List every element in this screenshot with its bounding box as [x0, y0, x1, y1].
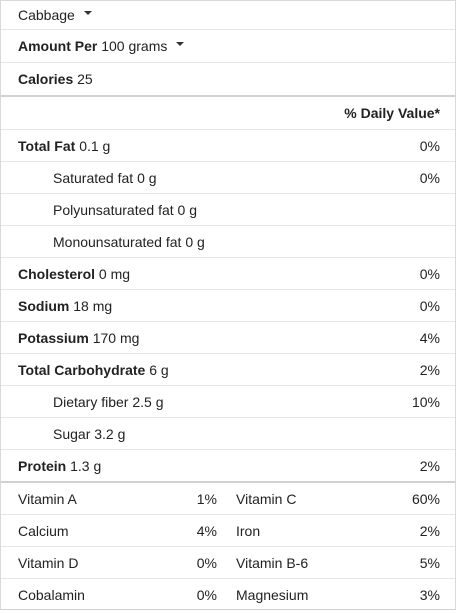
- nutrient-row-cholesterol: Cholesterol 0 mg 0%: [1, 258, 455, 290]
- nutrient-amount: 6 g: [149, 361, 169, 378]
- food-name: Cabbage: [18, 7, 75, 23]
- nutrient-row-sodium: Sodium 18 mg 0%: [1, 290, 455, 322]
- nutrient-dv: 10%: [411, 393, 440, 410]
- nutrient-label: Monounsaturated fat: [53, 233, 182, 250]
- nutrient-row-potassium: Potassium 170 mg 4%: [1, 322, 455, 354]
- nutrient-label: Polyunsaturated fat: [53, 201, 174, 218]
- nutrient-amount: 2.5 g: [132, 393, 164, 410]
- vitamin-dv: 2%: [419, 523, 440, 539]
- nutrient-row-saturated-fat: Saturated fat 0 g 0%: [1, 162, 455, 194]
- vitamin-row: Vitamin A 1% Vitamin C 60%: [1, 483, 455, 515]
- nutrient-row-sugar: Sugar 3.2 g: [1, 418, 455, 450]
- nutrient-dv: 2%: [419, 457, 440, 474]
- nutrient-row-protein: Protein 1.3 g 2%: [1, 450, 455, 483]
- nutrient-amount: 3.2 g: [94, 425, 126, 442]
- vitamin-dv: 1%: [196, 491, 217, 507]
- vitamin-label: Cobalamin: [18, 587, 85, 603]
- nutrient-amount: 0.1 g: [79, 137, 111, 154]
- vitamin-row: Calcium 4% Iron 2%: [1, 515, 455, 547]
- daily-value-header-label: % Daily Value*: [344, 105, 440, 121]
- chevron-down-icon: [176, 42, 185, 46]
- serving-selector[interactable]: Amount Per 100 grams: [1, 30, 455, 63]
- nutrient-label: Sugar: [53, 425, 91, 442]
- nutrient-amount: 0 g: [185, 233, 205, 250]
- nutrient-dv: 0%: [419, 169, 440, 186]
- vitamin-label: Vitamin D: [18, 555, 79, 571]
- vitamin-dv: 60%: [411, 491, 440, 507]
- nutrient-row-monounsaturated-fat: Monounsaturated fat 0 g: [1, 226, 455, 258]
- nutrient-amount: 0 mg: [98, 265, 131, 282]
- vitamin-label: Vitamin C: [236, 491, 297, 507]
- nutrient-label: Total Fat: [18, 137, 76, 154]
- vitamin-row: Vitamin D 0% Vitamin B-6 5%: [1, 547, 455, 579]
- nutrient-label: Dietary fiber: [53, 393, 129, 410]
- nutrient-label: Saturated fat: [53, 169, 134, 186]
- nutrient-amount: 0 g: [137, 169, 157, 186]
- nutrient-amount: 170 mg: [92, 329, 140, 346]
- nutrient-dv: 0%: [419, 297, 440, 314]
- vitamin-label: Vitamin B-6: [236, 555, 309, 571]
- daily-value-header: % Daily Value*: [1, 97, 455, 130]
- nutrient-label: Cholesterol: [18, 265, 96, 282]
- serving-size: 100 grams: [101, 38, 168, 54]
- nutrient-dv: 2%: [419, 361, 440, 378]
- nutrient-label: Potassium: [18, 329, 89, 346]
- nutrient-row-dietary-fiber: Dietary fiber 2.5 g 10%: [1, 386, 455, 418]
- vitamin-label: Vitamin A: [18, 491, 77, 507]
- vitamin-dv: 3%: [419, 587, 440, 603]
- nutrient-label: Sodium: [18, 297, 70, 314]
- nutrient-row-total-fat: Total Fat 0.1 g 0%: [1, 130, 455, 162]
- nutrient-dv: 0%: [419, 265, 440, 282]
- vitamin-label: Iron: [236, 523, 261, 539]
- vitamin-dv: 5%: [419, 555, 440, 571]
- nutrient-row-polyunsaturated-fat: Polyunsaturated fat 0 g: [1, 194, 455, 226]
- nutrient-label: Total Carbohydrate: [18, 361, 146, 378]
- calories-value: 25: [77, 71, 93, 87]
- food-selector[interactable]: Cabbage: [1, 1, 455, 30]
- chevron-down-icon: [83, 11, 92, 15]
- nutrient-amount: 0 g: [177, 201, 197, 218]
- amount-per-label: Amount Per: [18, 38, 98, 54]
- nutrient-row-total-carbohydrate: Total Carbohydrate 6 g 2%: [1, 354, 455, 386]
- vitamin-dv: 0%: [196, 587, 217, 603]
- calories-label: Calories: [18, 71, 74, 87]
- nutrient-label: Protein: [18, 457, 67, 474]
- calories-row: Calories 25: [1, 63, 455, 97]
- vitamin-row: Cobalamin 0% Magnesium 3%: [1, 579, 455, 611]
- nutrient-dv: 4%: [419, 329, 440, 346]
- vitamin-label: Magnesium: [236, 587, 309, 603]
- vitamin-dv: 4%: [196, 523, 217, 539]
- nutrient-amount: 1.3 g: [70, 457, 102, 474]
- vitamin-dv: 0%: [196, 555, 217, 571]
- vitamin-label: Calcium: [18, 523, 69, 539]
- nutrient-dv: 0%: [419, 137, 440, 154]
- nutrient-amount: 18 mg: [73, 297, 113, 314]
